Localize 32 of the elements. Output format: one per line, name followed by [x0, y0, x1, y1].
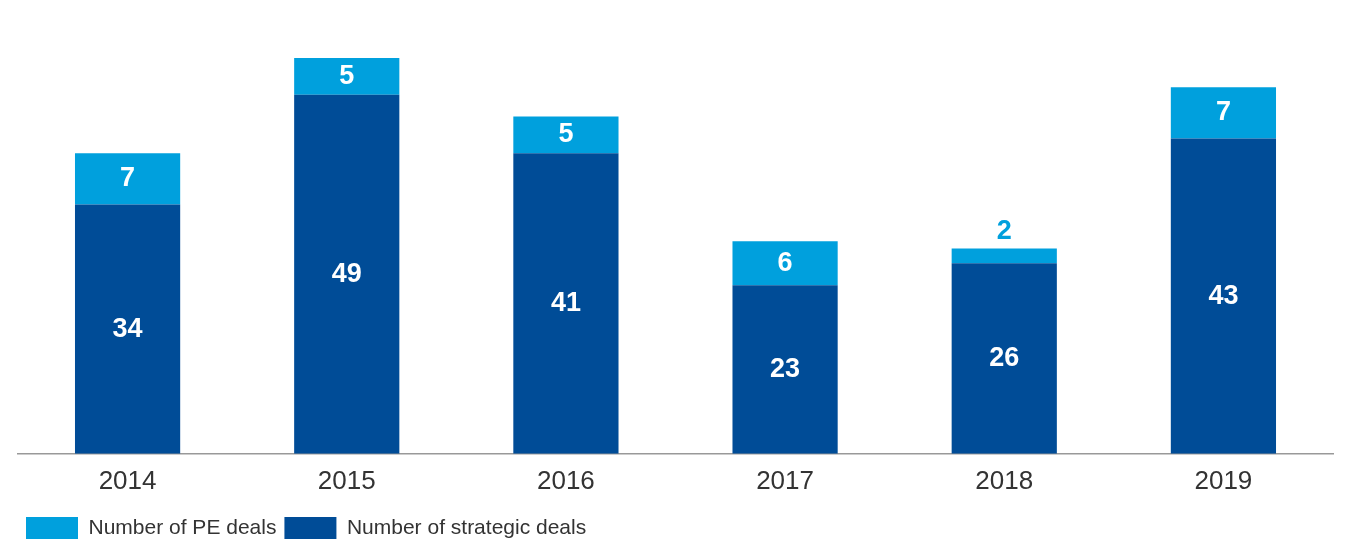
data-label: 5	[339, 59, 355, 90]
data-label: 26	[989, 341, 1020, 372]
bar	[951, 248, 1057, 264]
data-label: 41	[550, 286, 581, 317]
bar	[951, 263, 1057, 454]
bar	[513, 116, 619, 154]
data-label: 34	[112, 312, 143, 343]
x-tick-label: 2019	[1194, 464, 1253, 495]
legend-label: Number of PE deals	[88, 514, 277, 538]
bar	[1170, 87, 1277, 139]
x-tick-label: 2017	[756, 464, 815, 495]
bar	[74, 153, 181, 205]
x-tick-label: 2018	[975, 464, 1034, 495]
bar	[732, 285, 838, 454]
x-tick-label: 2014	[98, 464, 157, 495]
data-label: 49	[331, 257, 362, 288]
bar	[513, 153, 619, 454]
bar	[1170, 138, 1277, 454]
bar	[74, 204, 181, 454]
data-label: 2	[996, 214, 1012, 245]
data-label: 23	[770, 352, 801, 383]
data-label: 7	[120, 162, 136, 193]
data-label: 7	[1215, 96, 1231, 127]
bar	[294, 57, 400, 95]
bar	[732, 241, 838, 286]
data-label: 6	[777, 246, 793, 277]
data-label: 43	[1208, 279, 1239, 310]
bar	[294, 94, 400, 454]
x-tick-label: 2016	[536, 464, 595, 495]
legend-label: Number of strategic deals	[346, 514, 587, 538]
data-label: 5	[558, 118, 574, 149]
x-tick-label: 2015	[317, 464, 376, 495]
